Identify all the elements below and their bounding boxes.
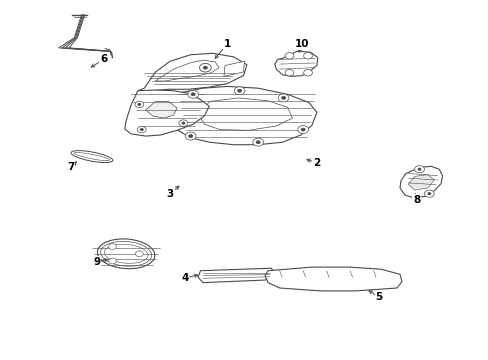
Polygon shape xyxy=(264,267,401,291)
Polygon shape xyxy=(124,90,209,136)
Circle shape xyxy=(140,129,143,131)
Circle shape xyxy=(138,103,141,105)
Text: 9: 9 xyxy=(93,257,100,267)
Circle shape xyxy=(135,101,143,108)
Text: 1: 1 xyxy=(224,39,230,49)
Text: 2: 2 xyxy=(313,158,320,168)
Ellipse shape xyxy=(104,244,148,263)
Polygon shape xyxy=(198,268,274,283)
Text: 7: 7 xyxy=(67,162,75,172)
Text: 10: 10 xyxy=(294,39,309,49)
Polygon shape xyxy=(199,98,292,130)
Circle shape xyxy=(285,69,293,76)
Circle shape xyxy=(252,138,263,146)
Circle shape xyxy=(281,96,285,99)
Circle shape xyxy=(188,135,192,138)
Ellipse shape xyxy=(71,150,113,163)
FancyBboxPatch shape xyxy=(306,277,325,287)
Text: 8: 8 xyxy=(412,195,419,205)
Circle shape xyxy=(427,193,430,195)
Circle shape xyxy=(234,87,244,95)
Polygon shape xyxy=(172,86,316,145)
Text: 5: 5 xyxy=(375,292,382,302)
Circle shape xyxy=(414,166,424,173)
Circle shape xyxy=(191,93,195,96)
Circle shape xyxy=(185,132,196,140)
Circle shape xyxy=(187,90,198,98)
Circle shape xyxy=(237,89,241,92)
Text: 3: 3 xyxy=(166,189,173,199)
Polygon shape xyxy=(138,53,246,93)
Text: 4: 4 xyxy=(181,273,188,283)
FancyBboxPatch shape xyxy=(331,277,350,287)
Circle shape xyxy=(301,128,305,131)
Circle shape xyxy=(297,126,308,134)
Circle shape xyxy=(179,120,187,126)
Polygon shape xyxy=(399,166,442,198)
Circle shape xyxy=(417,168,420,170)
Polygon shape xyxy=(224,61,244,76)
FancyBboxPatch shape xyxy=(281,277,299,287)
Circle shape xyxy=(182,122,184,124)
Circle shape xyxy=(424,190,433,197)
Circle shape xyxy=(203,66,207,69)
Ellipse shape xyxy=(74,153,109,161)
Circle shape xyxy=(135,251,143,257)
Circle shape xyxy=(278,94,288,102)
Circle shape xyxy=(285,53,293,59)
Polygon shape xyxy=(145,102,177,118)
Polygon shape xyxy=(274,51,317,76)
Circle shape xyxy=(303,69,312,76)
Circle shape xyxy=(303,53,312,59)
Circle shape xyxy=(256,141,260,144)
Polygon shape xyxy=(155,60,219,81)
Circle shape xyxy=(199,63,211,72)
Polygon shape xyxy=(407,175,433,190)
Ellipse shape xyxy=(101,242,151,266)
Circle shape xyxy=(108,244,116,249)
FancyBboxPatch shape xyxy=(357,277,375,287)
Circle shape xyxy=(108,258,116,264)
Circle shape xyxy=(137,126,146,133)
Text: 6: 6 xyxy=(100,54,107,64)
Ellipse shape xyxy=(97,239,155,269)
